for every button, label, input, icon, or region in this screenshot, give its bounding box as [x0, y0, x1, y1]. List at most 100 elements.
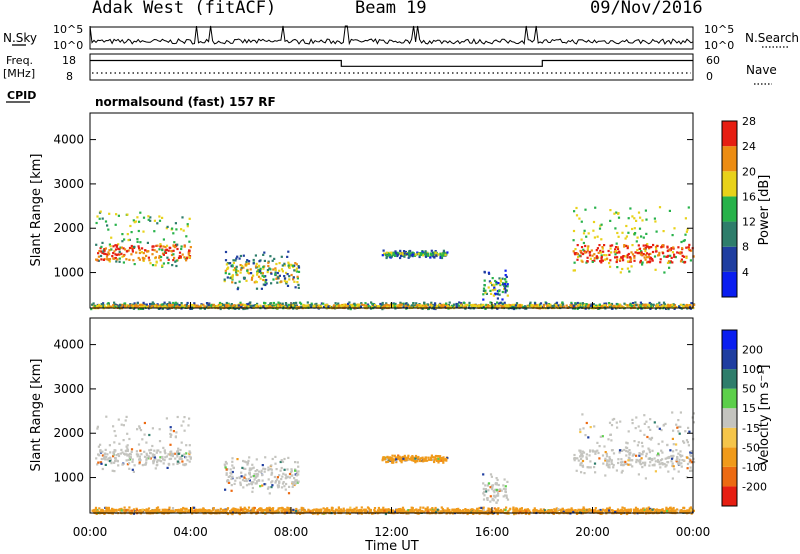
velocity-scatter-cell-2: [395, 461, 398, 464]
velocity-scatter-cell-4: [627, 459, 630, 462]
velocity-scatter-cell-2: [388, 457, 391, 460]
velocity-scatter-cell-4: [677, 461, 680, 464]
power-scatter-cell-0: [177, 256, 181, 259]
velocity-scatter-cell-0: [151, 455, 154, 458]
power-scatter-cell-5: [341, 305, 344, 308]
power-scatter-cell-2: [433, 251, 436, 254]
power-scatter-cell-2: [424, 250, 427, 253]
power-scatter-cell-0: [188, 217, 191, 220]
power-scatter-cell-5: [273, 304, 276, 307]
power-scatter-cell-5: [320, 305, 323, 308]
power-scatter-cell-4: [667, 260, 671, 263]
velocity-scatter-cell-4: [631, 422, 634, 425]
velocity-scatter-cell-5: [444, 511, 447, 514]
velocity-scatter-cell-0: [173, 452, 176, 455]
power-scatter-cell-3: [491, 284, 494, 287]
velocity-scatter-cell-5: [442, 510, 446, 513]
velocity-scatter-cell-4: [661, 440, 664, 443]
power-scatter-cell-3: [483, 271, 486, 274]
velocity-scatter-cell-2: [414, 461, 417, 464]
power-scatter-cell-1: [266, 271, 269, 274]
velocity-scatter-cell-2: [431, 458, 434, 462]
velocity-scatter-cell-1: [290, 471, 293, 474]
power-scatter-cell-5: [310, 305, 313, 308]
power-scatter-cell-5: [347, 302, 350, 305]
power-scatter-cell-4: [603, 254, 606, 257]
velocity-scatter-cell-1: [230, 484, 233, 487]
power-scatter-cell-4: [594, 206, 597, 209]
power-scatter-cell-2: [422, 252, 425, 255]
velocity-scatter-cell-4: [598, 457, 601, 460]
power-scatter-cell-5: [233, 304, 236, 307]
power-scatter-cell-5: [513, 307, 516, 311]
velocity-scatter-cell-2: [381, 459, 384, 462]
power-scatter-cell-1: [274, 268, 277, 272]
power-scatter-cell-5: [423, 303, 426, 306]
power-scatter-cell-5: [616, 303, 619, 306]
power-scatter-cell-0: [126, 213, 129, 216]
velocity-scatter-cell-0: [118, 442, 121, 445]
velocity-scatter-cell-0: [139, 449, 142, 452]
power-scatter-cell-1: [272, 268, 275, 271]
velocity-scatter-cell-0: [113, 461, 116, 464]
power-scatter-cell-5: [592, 304, 595, 308]
power-scatter-cell-4: [682, 255, 686, 258]
power-scatter-cell-5: [445, 302, 448, 305]
power-scatter-cell-4: [616, 251, 619, 254]
power-scatter-cell-4: [639, 216, 642, 219]
velocity-scatter-cell-5: [252, 511, 255, 514]
power-scatter-cell-4: [641, 219, 644, 222]
power-scatter-cell-1: [236, 255, 239, 258]
velocity-scatter-cell-4: [631, 465, 634, 468]
power-scatter-cell-0: [127, 249, 130, 252]
velocity-scatter-cell-4: [611, 418, 614, 421]
velocity-scatter-cell-1: [290, 469, 293, 472]
velocity-scatter-cell-2: [386, 458, 389, 461]
velocity-scatter-cell-1: [235, 476, 238, 480]
power-scatter-cell-1: [267, 264, 270, 268]
velocity-scatter-cell-0: [136, 428, 139, 431]
velocity-scatter-cell-5: [692, 509, 695, 512]
power-scatter-cell-5: [221, 304, 224, 307]
velocity-scatter-cell-0: [154, 467, 157, 470]
velocity-scatter-cell-5: [385, 511, 388, 514]
power-scatter-cell-5: [412, 302, 415, 305]
power-scatter-cell-1: [293, 264, 296, 267]
power-scatter-cell-4: [631, 215, 634, 218]
velocity-scatter-cell-2: [382, 456, 385, 459]
velocity-scatter-cell-0: [99, 443, 102, 446]
velocity-scatter-cell-4: [604, 457, 607, 460]
power-scatter-cell-5: [530, 306, 533, 309]
power-scatter-cell-5: [573, 306, 576, 309]
power-scatter-cell-1: [238, 280, 241, 283]
power-scatter-cell-5: [190, 307, 194, 310]
power-scatter-cell-5: [588, 304, 591, 307]
power-scatter-cell-0: [146, 241, 149, 244]
power-scatter-cell-4: [646, 243, 649, 246]
velocity-scatter-cell-5: [553, 511, 557, 514]
power-scatter-cell-4: [626, 245, 629, 248]
power-scatter-cell-4: [615, 260, 618, 264]
velocity-scatter-cell-5: [217, 510, 220, 513]
velocity-scatter-cell-1: [227, 475, 230, 478]
velocity-scatter-cell-0: [178, 457, 181, 461]
velocity-scatter-cell-0: [125, 415, 128, 418]
power-scatter-cell-3: [494, 279, 497, 283]
velocity-scatter-cell-2: [408, 458, 411, 461]
power-scatter-cell-0: [103, 249, 106, 252]
velocity-scatter-cell-4: [688, 457, 691, 461]
power-scatter-cell-3: [498, 293, 501, 296]
power-scatter-cell-0: [104, 220, 108, 223]
power-scatter-cell-4: [631, 244, 634, 247]
velocity-scatter-cell-0: [99, 449, 102, 452]
velocity-scatter-cell-4: [593, 425, 596, 428]
power-scatter-cell-2: [442, 252, 445, 255]
power-scatter-cell-5: [667, 305, 671, 308]
power-scatter-cell-5: [499, 301, 502, 304]
power-scatter-cell-5: [179, 304, 182, 307]
power-scatter-cell-5: [393, 305, 396, 308]
power-scatter-cell-1: [285, 271, 288, 274]
power-scatter-cell-2: [430, 249, 433, 252]
power-scatter-cell-5: [662, 304, 665, 307]
velocity-scatter-cell-2: [441, 458, 444, 462]
